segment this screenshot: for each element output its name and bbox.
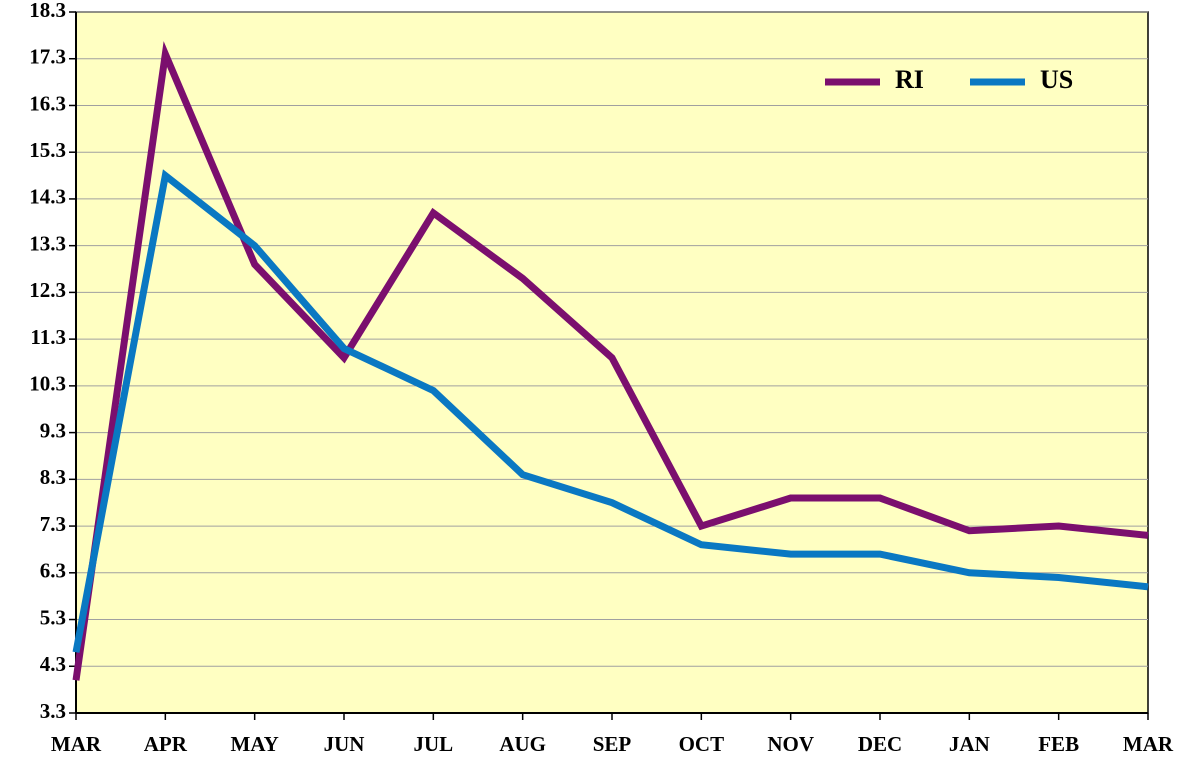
y-tick-label: 9.3 (40, 418, 66, 442)
y-tick-label: 18.3 (29, 0, 66, 22)
x-tick-label: JUL (413, 732, 453, 756)
x-tick-label: SEP (593, 732, 632, 756)
y-tick-label: 10.3 (29, 372, 66, 396)
y-tick-label: 16.3 (29, 91, 66, 115)
y-tick-label: 6.3 (40, 559, 66, 583)
legend-label: RI (895, 65, 924, 94)
series-line (72, 169, 1149, 653)
y-tick-label: 5.3 (40, 605, 66, 629)
y-tick-label: 13.3 (29, 231, 66, 255)
y-tick-label: 11.3 (30, 325, 66, 349)
legend-label: US (1040, 65, 1073, 94)
y-tick-label: 4.3 (40, 652, 66, 676)
x-tick-label: APR (144, 732, 188, 756)
x-tick-label: DEC (858, 732, 902, 756)
x-tick-label: JAN (949, 732, 990, 756)
x-tick-label: NOV (767, 732, 814, 756)
y-tick-label: 14.3 (29, 185, 66, 209)
y-tick-label: 12.3 (29, 278, 66, 302)
x-tick-label: MAR (51, 732, 102, 756)
y-tick-label: 7.3 (40, 512, 66, 536)
x-tick-label: AUG (499, 732, 546, 756)
y-tick-label: 3.3 (40, 699, 66, 723)
x-tick-label: OCT (679, 732, 725, 756)
x-tick-label: MAY (231, 732, 279, 756)
y-tick-label: 8.3 (40, 465, 66, 489)
y-tick-label: 15.3 (29, 138, 66, 162)
x-tick-label: MAR (1123, 732, 1174, 756)
y-tick-label: 17.3 (29, 45, 66, 69)
x-tick-label: FEB (1038, 732, 1079, 756)
series-line (72, 41, 1149, 681)
x-tick-label: JUN (324, 732, 365, 756)
